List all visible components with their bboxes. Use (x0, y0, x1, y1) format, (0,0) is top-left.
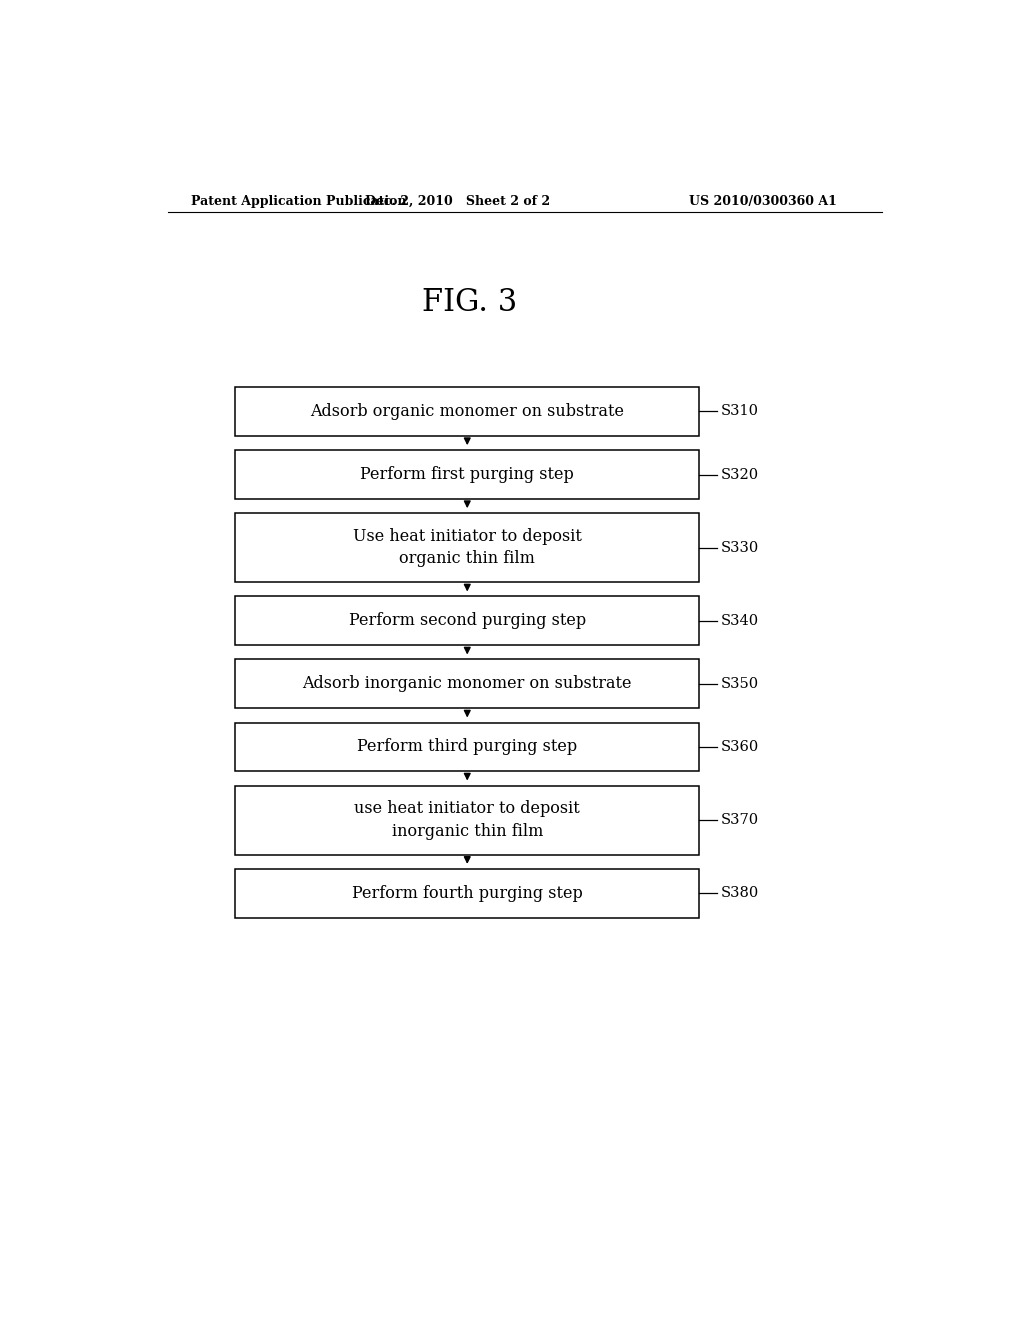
Text: Use heat initiator to deposit
organic thin film: Use heat initiator to deposit organic th… (353, 528, 582, 568)
Bar (236, 387, 699, 436)
Text: Perform third purging step: Perform third purging step (357, 738, 578, 755)
Text: Dec. 2, 2010   Sheet 2 of 2: Dec. 2, 2010 Sheet 2 of 2 (365, 194, 550, 207)
Text: Perform second purging step: Perform second purging step (349, 612, 586, 630)
Text: Adsorb organic monomer on substrate: Adsorb organic monomer on substrate (310, 403, 625, 420)
Bar (236, 869, 699, 917)
Bar (236, 513, 699, 582)
Text: use heat initiator to deposit
inorganic thin film: use heat initiator to deposit inorganic … (354, 800, 581, 840)
Text: Perform fourth purging step: Perform fourth purging step (352, 884, 583, 902)
Text: S350: S350 (721, 677, 759, 690)
Text: S320: S320 (721, 467, 759, 482)
Text: S310: S310 (721, 404, 759, 418)
Text: Adsorb inorganic monomer on substrate: Adsorb inorganic monomer on substrate (302, 676, 632, 693)
Bar (236, 597, 699, 645)
Text: S380: S380 (721, 886, 759, 900)
Text: S340: S340 (721, 614, 759, 628)
Text: S360: S360 (721, 741, 759, 754)
Bar (236, 660, 699, 709)
Text: Perform first purging step: Perform first purging step (360, 466, 574, 483)
Bar (236, 450, 699, 499)
Text: S370: S370 (721, 813, 759, 828)
Bar (236, 722, 699, 771)
Bar (236, 785, 699, 854)
Text: US 2010/0300360 A1: US 2010/0300360 A1 (689, 194, 837, 207)
Text: Patent Application Publication: Patent Application Publication (191, 194, 407, 207)
Text: FIG. 3: FIG. 3 (422, 288, 517, 318)
Text: S330: S330 (721, 541, 759, 554)
